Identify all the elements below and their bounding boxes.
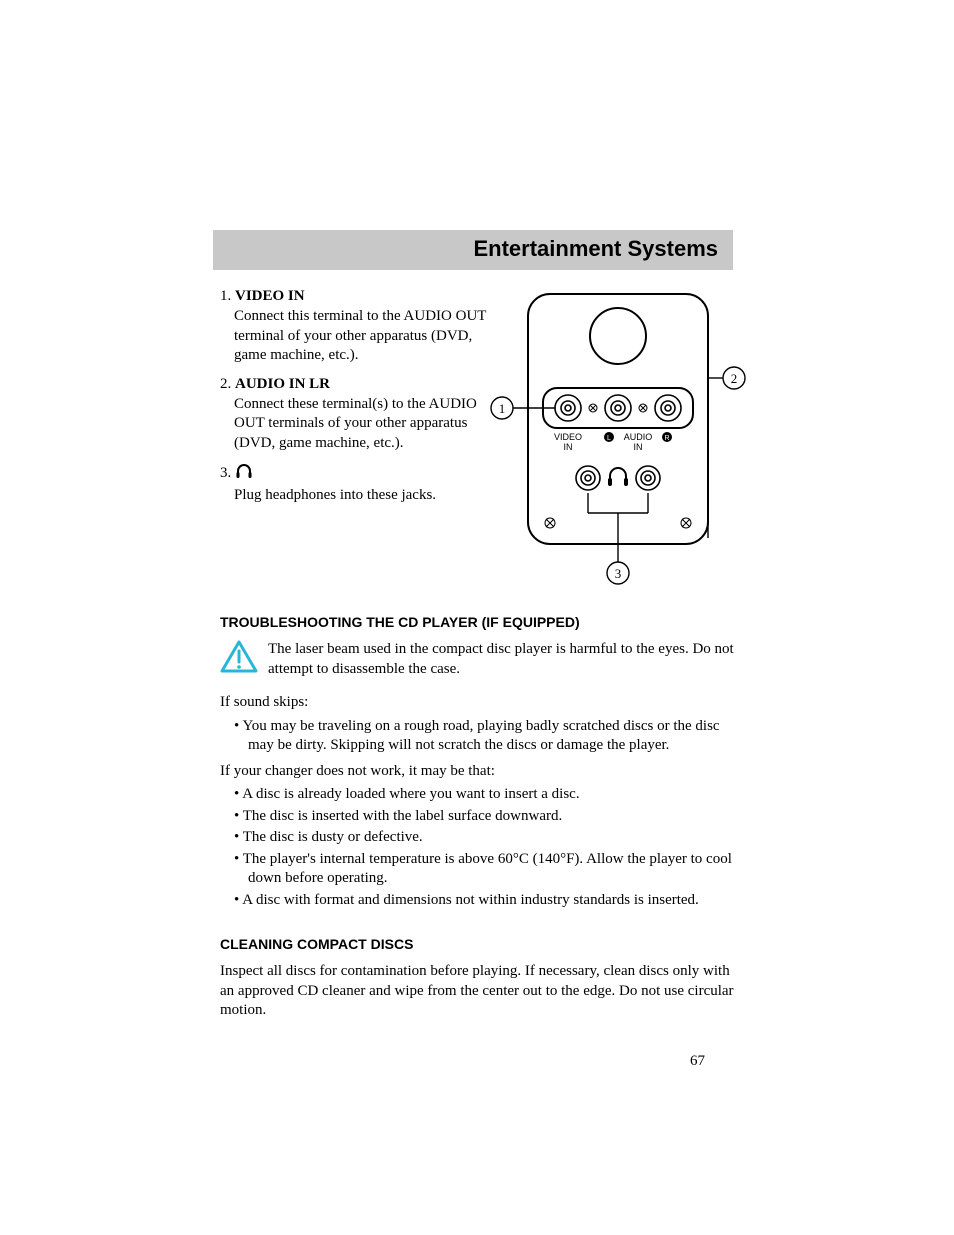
page: Entertainment Systems 1. VIDEO IN Connec… (220, 230, 740, 1025)
label-audio: AUDIO (624, 432, 653, 442)
label-r: R (664, 435, 669, 442)
list-item: You may be traveling on a rough road, pl… (234, 717, 740, 756)
cleaning-title: CLEANING COMPACT DISCS (220, 936, 740, 952)
label-video: VIDEO (554, 432, 582, 442)
item-headphones: 3. Plug headphones into these jacks. (220, 463, 490, 506)
warning-text: The laser beam used in the compact disc … (268, 640, 740, 679)
header-band: Entertainment Systems (213, 230, 733, 270)
connector-diagram: VIDEO IN L AUDIO IN R (488, 288, 738, 588)
callout-2: 2 (731, 371, 738, 386)
headphones-icon (235, 463, 253, 484)
item-audio-in: 2. AUDIO IN LR Connect these terminal(s)… (220, 376, 490, 454)
skips-list: You may be traveling on a rough road, pl… (220, 717, 740, 756)
item-video-in: 1. VIDEO IN Connect this terminal to the… (220, 288, 490, 366)
page-number: 67 (690, 1053, 705, 1070)
callout-1: 1 (499, 401, 506, 416)
cleaning-body: Inspect all discs for contamination befo… (220, 962, 740, 1021)
list-item: The disc is dusty or defective. (234, 828, 740, 848)
troubleshoot-title: TROUBLESHOOTING THE CD PLAYER (IF EQUIPP… (220, 614, 740, 630)
label-l: L (607, 435, 611, 442)
label-in1: IN (564, 442, 573, 452)
callout-3: 3 (615, 566, 622, 581)
list-item: A disc is already loaded where you want … (234, 785, 740, 805)
content-row: 1. VIDEO IN Connect this terminal to the… (220, 288, 740, 588)
changer-list: A disc is already loaded where you want … (220, 785, 740, 910)
item-body: Connect these terminal(s) to the AUDIO O… (220, 395, 490, 454)
item-number: 3. (220, 465, 231, 481)
list-item: The player's internal temperature is abo… (234, 850, 740, 889)
item-heading: VIDEO IN (235, 288, 305, 304)
item-heading: AUDIO IN LR (235, 376, 330, 392)
item-body: Plug headphones into these jacks. (220, 486, 490, 506)
list-item: A disc with format and dimensions not wi… (234, 891, 740, 911)
skips-intro: If sound skips: (220, 693, 740, 713)
label-in2: IN (634, 442, 643, 452)
changer-intro: If your changer does not work, it may be… (220, 762, 740, 782)
warning-icon (220, 640, 258, 679)
item-body: Connect this terminal to the AUDIO OUT t… (220, 307, 490, 366)
warning-block: The laser beam used in the compact disc … (220, 640, 740, 679)
left-column: 1. VIDEO IN Connect this terminal to the… (220, 288, 490, 588)
item-number: 1. (220, 288, 231, 304)
list-item: The disc is inserted with the label surf… (234, 807, 740, 827)
item-number: 2. (220, 376, 231, 392)
page-title: Entertainment Systems (473, 236, 718, 262)
right-column: VIDEO IN L AUDIO IN R (498, 288, 740, 588)
